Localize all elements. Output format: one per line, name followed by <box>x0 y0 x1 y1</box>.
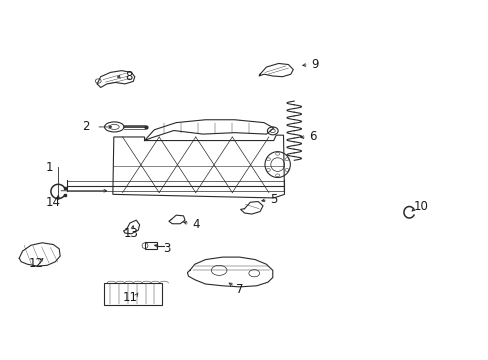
Bar <box>104 283 161 305</box>
Text: 14: 14 <box>46 196 61 209</box>
Text: 1: 1 <box>45 161 53 174</box>
Text: 4: 4 <box>192 218 199 231</box>
Text: 9: 9 <box>311 58 318 71</box>
Text: 12: 12 <box>28 257 43 270</box>
Bar <box>144 242 157 249</box>
Text: 11: 11 <box>122 291 137 304</box>
Text: 6: 6 <box>308 130 316 144</box>
Text: 2: 2 <box>82 121 90 134</box>
Text: 5: 5 <box>269 193 277 206</box>
Text: 8: 8 <box>124 69 132 82</box>
Text: 7: 7 <box>235 283 243 296</box>
Text: 13: 13 <box>123 226 139 239</box>
Text: 3: 3 <box>163 242 170 255</box>
Text: 10: 10 <box>413 201 427 213</box>
